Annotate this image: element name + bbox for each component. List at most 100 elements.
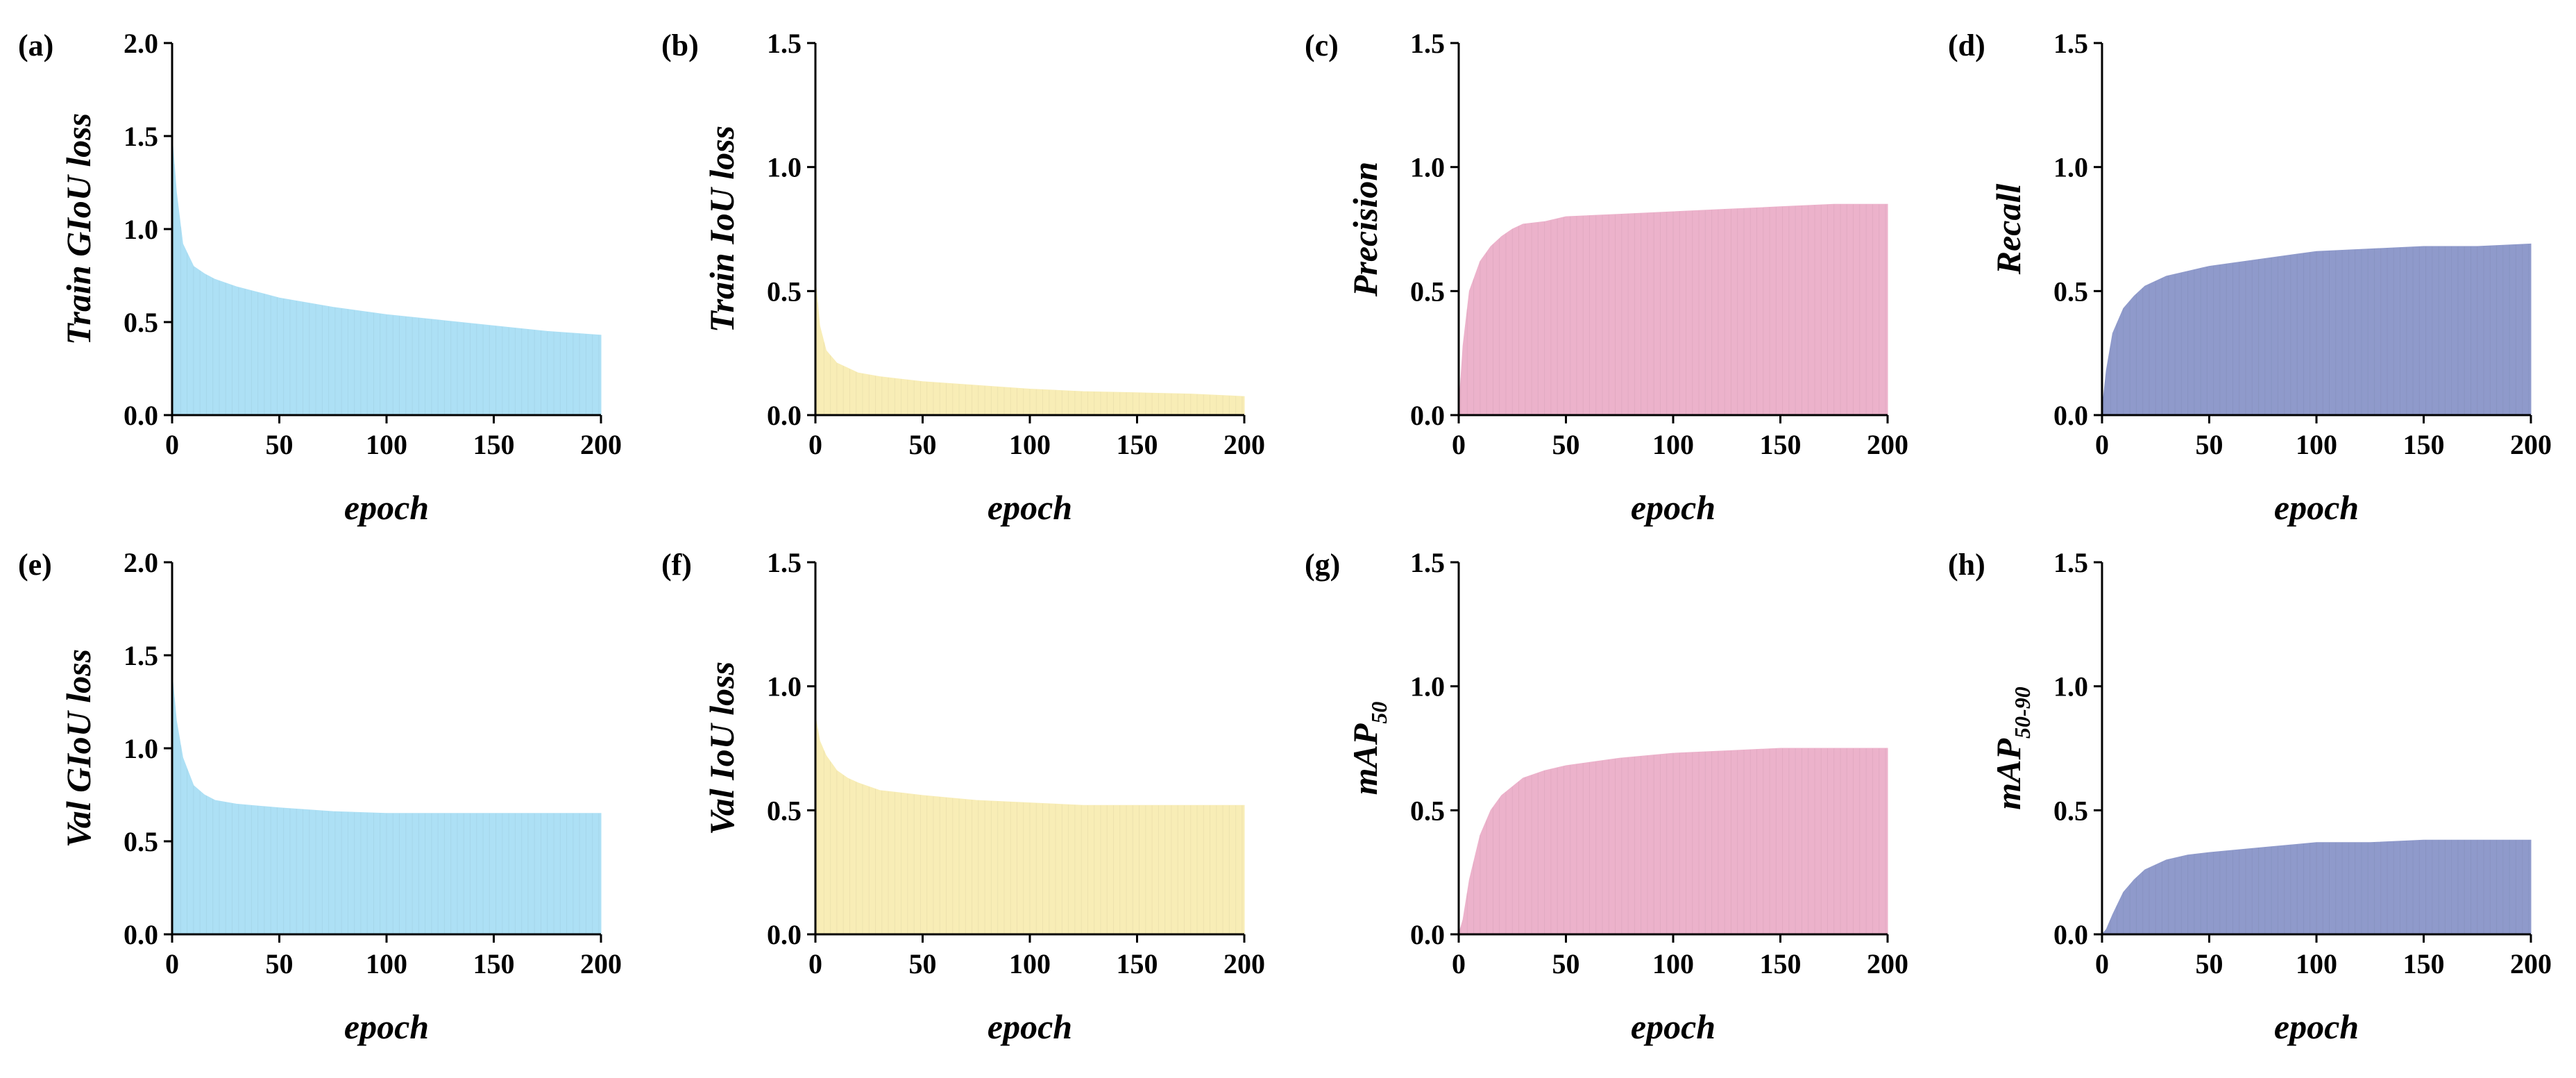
x-tick-label: 0 (165, 948, 179, 979)
x-axis-title: epoch (988, 488, 1072, 527)
y-axis-title-main: Train GIoU loss (59, 113, 98, 345)
x-tick-label: 100 (1009, 429, 1051, 460)
x-axis-title: epoch (2274, 1007, 2359, 1046)
epoch-bars (173, 164, 600, 415)
x-axis-title: epoch (988, 1007, 1072, 1046)
y-axis-title: Train IoU loss (702, 126, 741, 332)
chart-panel-e: 0.0 0.5 1.0 1.5 2.0 0 50 100 150 200 epoch Val GIoU… (18, 547, 622, 1046)
x-tick-label: 200 (1867, 429, 1908, 460)
x-tick-label: 50 (266, 429, 294, 460)
x-tick-label: 50 (909, 429, 937, 460)
x-tick-label: 200 (580, 948, 622, 979)
y-tick-label: 2.0 (124, 28, 158, 59)
x-axis-title: epoch (2274, 488, 2359, 527)
y-tick-label: 0.0 (767, 400, 802, 431)
x-tick-label: 150 (1117, 429, 1158, 460)
y-tick-label: 0.0 (1410, 919, 1445, 950)
x-tick-label: 200 (2510, 429, 2552, 460)
x-tick-label: 200 (1223, 948, 1265, 979)
y-tick-label: 1.0 (2053, 152, 2088, 183)
x-tick-label: 100 (1652, 948, 1694, 979)
x-tick-label: 100 (1652, 429, 1694, 460)
y-tick-label: 1.0 (124, 214, 158, 245)
y-axis-title: Recall (1989, 184, 2028, 276)
y-axis-title-main: Train IoU loss (702, 126, 741, 332)
x-axis-title: epoch (1631, 1007, 1715, 1046)
series-area (815, 716, 1245, 935)
epoch-bars (2103, 840, 2530, 934)
y-axis-title-main: mAP (1989, 738, 2028, 809)
y-axis-title-subscript: 50-90 (2010, 687, 2035, 739)
y-tick-label: 0.5 (767, 795, 802, 826)
x-axis-title: epoch (344, 488, 429, 527)
y-axis-title: Train GIoU loss (59, 113, 98, 345)
series-area (815, 278, 1245, 416)
y-tick-label: 0.0 (124, 919, 158, 950)
y-tick-label: 2.0 (124, 547, 158, 578)
x-tick-label: 50 (2196, 948, 2223, 979)
chart-panel-h: 0.0 0.5 1.0 1.5 0 50 100 150 200 epoch mAP50-90 (h) (1948, 547, 2552, 1046)
x-tick-label: 200 (2510, 948, 2552, 979)
panel-letter: (f) (661, 548, 692, 582)
chart-panel-a: 0.0 0.5 1.0 1.5 2.0 0 50 100 150 200 epoch Train GI… (18, 28, 622, 527)
chart-panel-c: 0.0 0.5 1.0 1.5 0 50 100 150 200 epoch Precision (c… (1305, 28, 1908, 527)
chart-panel-b: 0.0 0.5 1.0 1.5 0 50 100 150 200 epoch Train IoU l… (661, 28, 1265, 527)
y-tick-label: 1.5 (1410, 28, 1445, 59)
y-axis-title-main: Precision (1346, 162, 1384, 297)
y-axis-title-main: Val IoU loss (702, 662, 741, 835)
x-tick-label: 150 (1760, 429, 1802, 460)
x-tick-label: 150 (1117, 948, 1158, 979)
x-tick-label: 0 (165, 429, 179, 460)
y-axis-title: Precision (1346, 162, 1384, 297)
y-tick-label: 0.5 (2053, 276, 2088, 307)
panel-letter: (g) (1305, 548, 1340, 582)
y-axis-title-main: Recall (1989, 184, 2028, 276)
series-area (171, 135, 602, 416)
y-axis-title: mAP50 (1346, 702, 1391, 795)
series-area (1458, 203, 1888, 416)
y-tick-label: 1.5 (767, 28, 802, 59)
x-tick-label: 0 (1452, 948, 1466, 979)
series-area (1458, 748, 1888, 935)
y-axis-title-subscript: 50 (1366, 702, 1391, 724)
x-tick-label: 0 (808, 948, 822, 979)
panel-letter: (c) (1305, 28, 1339, 62)
y-tick-label: 0.0 (2053, 400, 2088, 431)
x-tick-label: 0 (1452, 429, 1466, 460)
x-tick-label: 100 (366, 429, 407, 460)
series-area (171, 673, 602, 935)
epoch-bars (1460, 748, 1886, 934)
y-tick-label: 1.0 (1410, 152, 1445, 183)
y-tick-label: 1.5 (2053, 547, 2088, 578)
x-tick-label: 50 (1552, 429, 1580, 460)
y-axis-title: mAP50-90 (1989, 687, 2035, 809)
y-tick-label: 0.5 (1410, 795, 1445, 826)
epoch-bars (817, 728, 1243, 934)
y-axis-title-main: Val GIoU loss (59, 649, 98, 848)
x-tick-label: 150 (1760, 948, 1802, 979)
y-axis-title-main: mAP (1346, 723, 1384, 795)
y-tick-label: 1.0 (767, 152, 802, 183)
x-tick-label: 150 (473, 948, 515, 979)
y-tick-label: 0.0 (767, 919, 802, 950)
y-tick-label: 1.5 (2053, 28, 2088, 59)
epoch-bars (173, 697, 600, 934)
y-tick-label: 1.5 (1410, 547, 1445, 578)
y-tick-label: 1.5 (124, 121, 158, 152)
x-tick-label: 100 (1009, 948, 1051, 979)
panel-letter: (d) (1948, 28, 1985, 62)
chart-panel-d: 0.0 0.5 1.0 1.5 0 50 100 150 200 epoch Recall (d) (1948, 28, 2552, 527)
y-tick-label: 0.0 (1410, 400, 1445, 431)
panel-letter: (h) (1948, 548, 1985, 582)
y-tick-label: 0.5 (1410, 276, 1445, 307)
x-tick-label: 200 (1223, 429, 1265, 460)
series-area (2101, 839, 2532, 935)
y-tick-label: 0.0 (124, 400, 158, 431)
y-tick-label: 0.5 (124, 826, 158, 857)
epoch-bars (1460, 204, 1886, 415)
x-tick-label: 100 (2296, 429, 2337, 460)
x-tick-label: 50 (909, 948, 937, 979)
y-axis-title: Val IoU loss (702, 662, 741, 835)
